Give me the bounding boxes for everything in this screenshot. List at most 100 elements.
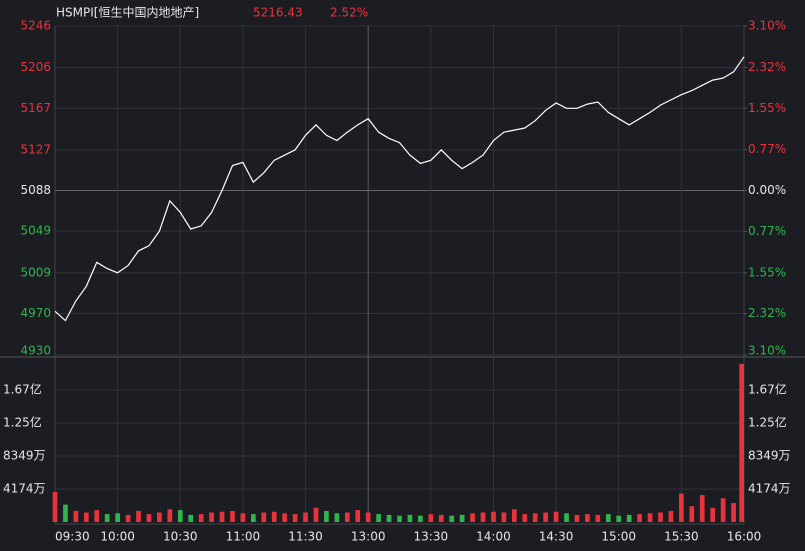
volume-bar <box>63 504 68 522</box>
volume-bar <box>658 512 663 522</box>
x-tick-label: 14:30 <box>539 530 574 544</box>
x-tick-label: 11:30 <box>288 530 323 544</box>
x-tick-label: 11:00 <box>226 530 261 544</box>
volume-bar <box>167 509 173 522</box>
volume-bar <box>616 515 622 522</box>
volume-bar <box>470 513 475 522</box>
volume-bar <box>647 513 653 522</box>
volume-bar <box>365 512 371 522</box>
y2-tick-label: 2.32% <box>748 306 786 320</box>
volume-bar <box>438 514 444 522</box>
volume-bar <box>157 512 162 522</box>
volume-bar <box>491 511 496 522</box>
last-price: 5216.43 <box>253 6 303 20</box>
volume-bar <box>459 514 465 522</box>
volume-bar <box>115 513 120 522</box>
volume-bar <box>261 512 267 522</box>
volume-bar <box>230 510 235 522</box>
volume-bar <box>386 514 392 522</box>
y2-tick-label: 0.77% <box>748 142 786 156</box>
volume-bar <box>313 507 319 522</box>
y-tick-label: 4970 <box>20 306 51 320</box>
y2-tick-label: 4174万 <box>748 482 791 496</box>
y2-tick-label: 8349万 <box>748 448 791 462</box>
volume-bar <box>699 495 705 522</box>
y-tick-label: 5088 <box>20 183 51 197</box>
volume-bar <box>553 511 559 522</box>
volume-bar <box>344 512 350 522</box>
volume-bar <box>480 512 486 522</box>
volume-bar <box>710 507 716 522</box>
volume-bar <box>292 514 298 522</box>
volume-bar <box>146 514 152 522</box>
volume-bar <box>731 503 736 522</box>
x-tick-label: 13:30 <box>414 530 449 544</box>
price-line <box>54 56 745 322</box>
volume-bar <box>324 510 329 522</box>
y2-tick-label: 1.25亿 <box>748 415 787 430</box>
volume-bar <box>250 514 256 522</box>
y-tick-label: 4930 <box>20 344 51 358</box>
volume-bar <box>585 514 590 522</box>
volume-bar <box>52 491 58 522</box>
x-tick-label: 09:30 <box>55 530 90 544</box>
volume-bar <box>689 506 695 522</box>
chart-title: HSMPI[恒生中国内地地产] <box>56 5 199 20</box>
x-tick-label: 10:00 <box>100 530 135 544</box>
volume-bar <box>198 514 204 522</box>
volume-bar <box>564 513 569 522</box>
volume-bar <box>219 511 225 522</box>
x-tick-label: 15:00 <box>601 530 636 544</box>
volume-bar <box>407 514 413 522</box>
volume-bar <box>720 498 726 522</box>
x-tick-label: 14:00 <box>476 530 511 544</box>
volume-bar <box>303 512 308 522</box>
x-tick-label: 10:30 <box>163 530 198 544</box>
volume-bar <box>668 510 674 522</box>
y-tick-label: 4174万 <box>3 482 46 496</box>
y-tick-label: 1.25亿 <box>3 415 42 430</box>
volume-bar <box>418 515 423 522</box>
volume-bar <box>94 510 100 522</box>
y-tick-label: 5009 <box>20 265 51 279</box>
y2-tick-label: 1.55% <box>748 265 786 279</box>
x-tick-label: 16:00 <box>727 530 762 544</box>
y2-tick-label: 0.77% <box>748 224 786 238</box>
volume-bar <box>626 514 632 522</box>
volume-bar <box>240 513 246 522</box>
volume-bar <box>522 514 528 522</box>
y-tick-label: 5049 <box>20 224 51 238</box>
x-tick-label: 13:00 <box>351 530 386 544</box>
y-tick-label: 5206 <box>20 60 51 74</box>
y-tick-label: 5167 <box>20 101 51 115</box>
volume-bar <box>271 511 277 522</box>
y-tick-label: 5246 <box>20 19 51 33</box>
volume-bar <box>574 514 580 522</box>
volume-bar <box>125 514 131 522</box>
volume-bar <box>595 514 601 522</box>
volume-bar <box>637 514 642 522</box>
volume-bar <box>209 512 214 522</box>
y-tick-label: 1.67亿 <box>3 381 42 396</box>
volume-bar <box>376 514 381 522</box>
volume-bar <box>188 514 194 522</box>
volume-bar <box>104 514 110 522</box>
volume-bar <box>334 513 340 522</box>
y2-tick-label: 1.67亿 <box>748 381 787 396</box>
y2-tick-label: 0.00% <box>748 183 786 197</box>
volume-bar <box>605 514 611 522</box>
change-percent: 2.52% <box>330 6 368 20</box>
x-tick-label: 15:30 <box>664 530 699 544</box>
volume-bar <box>679 493 684 522</box>
volume-bar <box>501 512 507 522</box>
volume-bar <box>397 515 402 522</box>
volume-bar <box>282 513 288 522</box>
volume-bar <box>511 509 517 522</box>
y2-tick-label: 2.32% <box>748 60 786 74</box>
volume-bar <box>83 512 89 522</box>
volume-bar <box>355 510 361 522</box>
y-tick-label: 5127 <box>20 142 51 156</box>
volume-bar <box>136 510 141 522</box>
